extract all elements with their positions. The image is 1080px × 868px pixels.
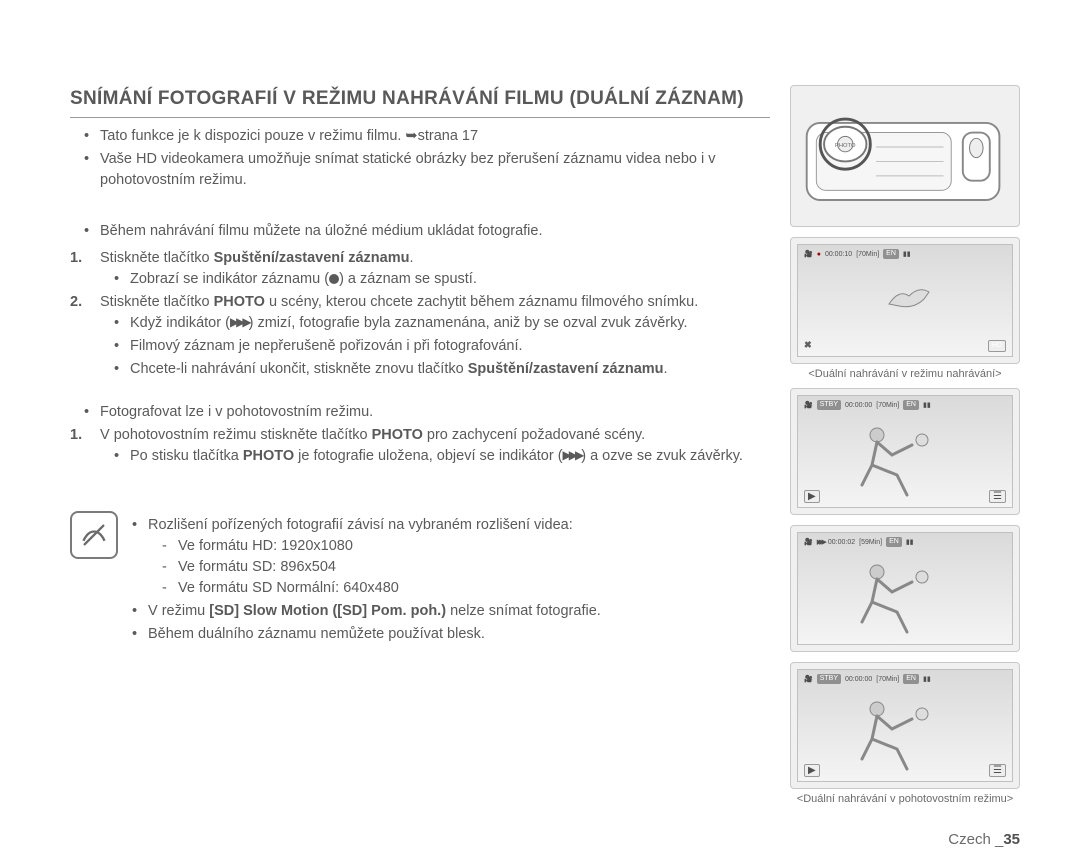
camcorder-icon: 🎥 — [804, 250, 813, 258]
illustration-column: PHOTO 🎥 ● 00:00:10 [70Min] EN ▮▮ — [790, 85, 1020, 813]
osd-badge: EN — [903, 674, 919, 684]
res-item: Ve formátu SD Normální: 640x480 — [162, 578, 770, 599]
osd-time: 00:00:10 — [825, 251, 852, 258]
svg-text:PHOTO: PHOTO — [835, 143, 856, 149]
res-item: Ve formátu HD: 1920x1080 — [162, 536, 770, 557]
osd-stby-badge: STBY — [817, 674, 841, 684]
play-icon: ▶ — [804, 764, 820, 777]
intro-item: Vaše HD videokamera umožňuje snímat stat… — [84, 149, 770, 191]
sub-item: Zobrazí se indikátor záznamu () a záznam… — [114, 269, 770, 290]
sub-bold: Spuštění/zastavení záznamu — [468, 361, 664, 377]
step: V pohotovostním režimu stiskněte tlačítk… — [70, 425, 770, 467]
note-icon — [70, 511, 118, 559]
mute-icon: 🞮 — [804, 339, 812, 352]
fast-forward-icon: ▶▶▶ — [230, 314, 249, 331]
intro-item: Tato funkce je k dispozici pouze v režim… — [84, 126, 770, 147]
battery-icon: ▮▮ — [923, 401, 931, 409]
osd-time: 00:00:00 — [845, 402, 872, 409]
fast-forward-icon: ▶▶▶ — [563, 447, 582, 464]
step-text: . — [409, 250, 413, 266]
osd-remain: [59Min] — [859, 539, 882, 546]
intro-list: Tato funkce je k dispozici pouze v režim… — [70, 126, 770, 191]
step-text: V pohotovostním režimu stiskněte tlačítk… — [100, 427, 372, 443]
battery-icon: ▮▮ — [903, 250, 911, 258]
caption-recording: <Duální nahrávání v režimu nahrávání> — [790, 368, 1020, 380]
note-block: Rozlišení pořízených fotografií závisí n… — [70, 507, 770, 647]
step-text: Stiskněte tlačítko — [100, 250, 214, 266]
camcorder-icon: 🎥 — [804, 401, 813, 409]
osd-badge: EN — [886, 537, 902, 547]
camera-illustration: PHOTO — [790, 85, 1020, 227]
note-text: nelze snímat fotografie. — [446, 603, 601, 619]
note-bold: [SD] Slow Motion ([SD] Pom. poh.) — [209, 603, 446, 619]
note-item: Rozlišení pořízených fotografií závisí n… — [132, 515, 770, 599]
footer-page: 35 — [1003, 831, 1020, 848]
standby-item: Fotografovat lze i v pohotovostním režim… — [84, 402, 770, 423]
screen-standby-2: 🎥 STBY 00:00:00 [70Min] EN ▮▮ ▶ ☰ — [790, 662, 1020, 789]
steps-standby: V pohotovostním režimu stiskněte tlačítk… — [70, 425, 770, 467]
note-item: Během duálního záznamu nemůžete používat… — [132, 624, 770, 645]
battery-icon: ▮▮ — [906, 538, 914, 546]
note-item: V režimu [SD] Slow Motion ([SD] Pom. poh… — [132, 601, 770, 622]
record-dot-icon — [329, 274, 339, 284]
sub-item: Když indikátor (▶▶▶) zmizí, fotografie b… — [114, 313, 770, 334]
step-text: u scény, kterou chcete zachytit během zá… — [265, 294, 698, 310]
footer-lang: Czech _ — [948, 831, 1003, 848]
sub-text: Chcete-li nahrávání ukončit, stiskněte z… — [130, 361, 468, 377]
osd-hd-badge: HD — [988, 340, 1006, 352]
note-text: V režimu — [148, 603, 209, 619]
caption-standby: <Duální nahrávání v pohotovostním režimu… — [790, 793, 1020, 805]
sub-item: Po stisku tlačítka PHOTO je fotografie u… — [114, 446, 770, 467]
sub-item: Chcete-li nahrávání ukončit, stiskněte z… — [114, 359, 770, 380]
camcorder-icon: 🎥 — [804, 538, 813, 546]
intro-item: Během nahrávání filmu můžete na úložné m… — [84, 221, 770, 242]
step-text: Stiskněte tlačítko — [100, 294, 214, 310]
sub-text: Po stisku tlačítka — [130, 448, 243, 464]
osd-badge: EN — [883, 249, 899, 259]
note-text: Rozlišení pořízených fotografií závisí n… — [148, 517, 573, 533]
osd-time: 00:00:02 — [828, 539, 855, 546]
menu-icon: ☰ — [989, 490, 1006, 503]
sub-item: Filmový záznam je nepřerušeně pořizován … — [114, 336, 770, 357]
page-title: SNÍMÁNÍ FOTOGRAFIÍ V REŽIMU NAHRÁVÁNÍ FI… — [70, 85, 770, 118]
osd-stby-badge: STBY — [817, 400, 841, 410]
standby-list: Fotografovat lze i v pohotovostním režim… — [70, 402, 770, 423]
osd-time: 00:00:00 — [845, 676, 872, 683]
menu-icon: ☰ — [989, 764, 1006, 777]
screen-standby-1: 🎥 STBY 00:00:00 [70Min] EN ▮▮ ▶ ☰ — [790, 388, 1020, 515]
res-item: Ve formátu SD: 896x504 — [162, 557, 770, 578]
osd-badge: EN — [903, 400, 919, 410]
sub-bold: PHOTO — [243, 448, 294, 464]
intro-list-2: Během nahrávání filmu můžete na úložné m… — [70, 221, 770, 242]
step-bold: PHOTO — [372, 427, 423, 443]
osd-remain: [70Min] — [876, 676, 899, 683]
steps-recording: Stiskněte tlačítko Spuštění/zastavení zá… — [70, 248, 770, 380]
camcorder-icon: 🎥 — [804, 675, 813, 683]
step: Stiskněte tlačítko Spuštění/zastavení zá… — [70, 248, 770, 290]
step: Stiskněte tlačítko PHOTO u scény, kterou… — [70, 292, 770, 380]
step-bold: Spuštění/zastavení záznamu — [214, 250, 410, 266]
battery-icon: ▮▮ — [923, 675, 931, 683]
osd-remain: [70Min] — [876, 402, 899, 409]
page-footer: Czech _35 — [948, 831, 1020, 848]
screen-recording: 🎥 ● 00:00:10 [70Min] EN ▮▮ HD 🞮 — [790, 237, 1020, 364]
sub-text: . — [664, 361, 668, 377]
step-text: pro zachycení požadované scény. — [423, 427, 645, 443]
play-icon: ▶ — [804, 490, 820, 503]
step-bold: PHOTO — [214, 294, 265, 310]
osd-remain: [70Min] — [856, 251, 879, 258]
fast-forward-icon: ▶▶▶ — [817, 538, 824, 546]
screen-recording-2: 🎥 ▶▶▶ 00:00:02 [59Min] EN ▮▮ — [790, 525, 1020, 652]
